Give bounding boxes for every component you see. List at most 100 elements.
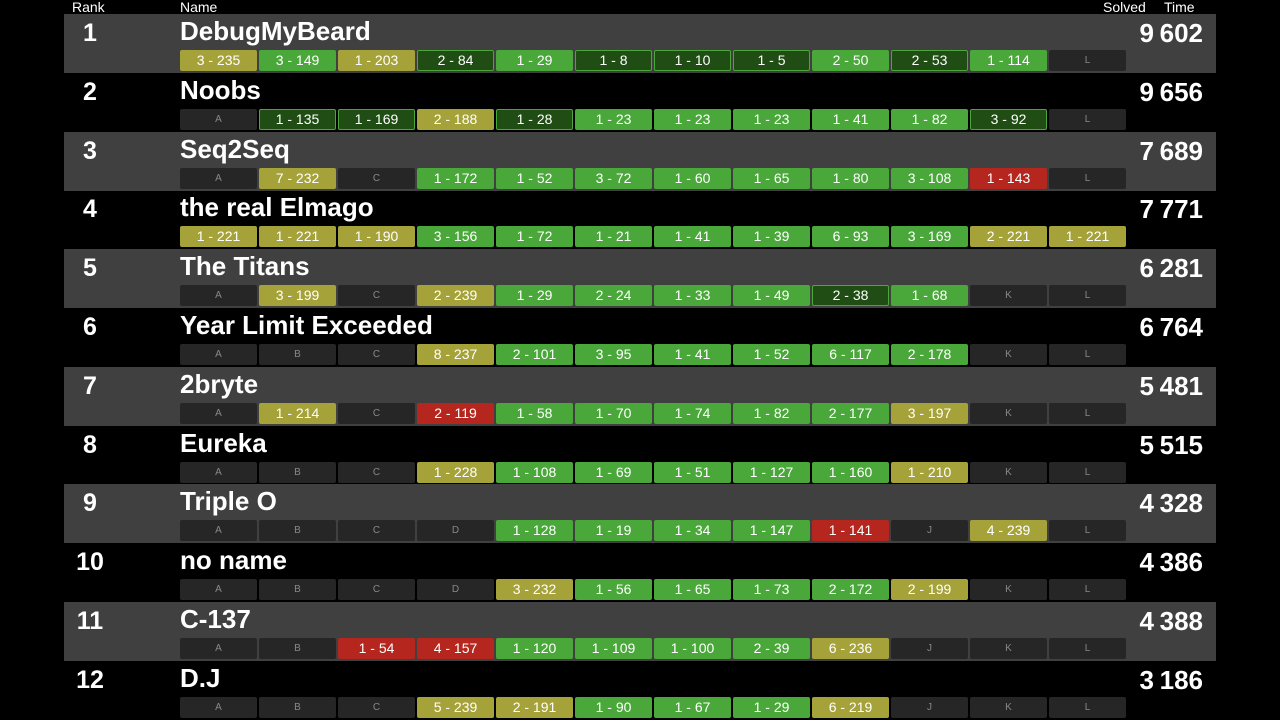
problem-cell-green: 1 - 73 [733, 579, 810, 601]
problem-cell-first: 1 - 5 [733, 50, 810, 71]
problem-cell-yellow: 3 - 199 [259, 285, 336, 307]
problem-cell-red: 1 - 143 [970, 167, 1047, 189]
problem-cell-yellow: 2 - 191 [496, 696, 573, 718]
problem-cell-empty: A [180, 520, 257, 542]
problem-cell-empty: D [417, 520, 494, 542]
problem-cell-green: 2 - 178 [891, 344, 968, 365]
problem-cell-empty: A [180, 461, 257, 483]
problem-cell-yellow: 3 - 197 [891, 402, 968, 424]
team-row: 2 Noobs 9 656 A 1 - 135 1 - 169 2 - 188 1 - 28 1 … [64, 73, 1216, 132]
problem-cell-green: 1 - 172 [417, 167, 494, 189]
problem-cell-green: 1 - 56 [575, 579, 652, 601]
team-name: The Titans [180, 251, 310, 282]
team-solved: 9 [1139, 18, 1154, 48]
problem-cell-yellow: 7 - 232 [259, 167, 336, 189]
team-solved: 7 [1139, 194, 1154, 225]
problem-cell-empty: C [338, 402, 415, 424]
problem-cell-empty: L [1049, 344, 1126, 365]
problem-cell-first: 1 - 28 [496, 108, 573, 130]
team-row: 5 The Titans 6 281 A 3 - 199 C 2 - 239 1 - 29 2 -… [64, 249, 1216, 309]
problem-cell-red: 2 - 119 [417, 402, 494, 424]
problem-cell-green: 6 - 117 [812, 344, 889, 365]
team-time: 689 [1159, 135, 1203, 166]
problem-cell-empty: A [180, 696, 257, 718]
team-time: 515 [1159, 429, 1203, 460]
problem-cell-empty: K [970, 285, 1047, 307]
team-row: 10 no name 4 386 A B C D 3 - 232 1 - 56 1 - 65 1 - … [64, 543, 1216, 602]
problem-cell-red: 1 - 141 [812, 520, 889, 542]
problem-cell-green: 2 - 50 [812, 50, 889, 71]
team-time: 481 [1159, 370, 1203, 401]
problem-cell-empty: B [259, 344, 336, 365]
team-solved: 4 [1139, 488, 1154, 519]
problem-cell-green: 1 - 65 [654, 579, 731, 601]
problem-cell-empty: B [259, 520, 336, 542]
problem-cell-green: 1 - 82 [733, 402, 810, 424]
problem-cell-green: 1 - 23 [733, 108, 810, 130]
team-row: 11 C-137 4 388 A B 1 - 54 4 - 157 1 - 120 1 - 109… [64, 602, 1216, 661]
team-name: C-137 [180, 604, 251, 634]
problem-cell-green: 1 - 68 [891, 285, 968, 307]
problem-cell-green: 1 - 23 [654, 108, 731, 130]
problem-cell-green: 1 - 147 [733, 520, 810, 542]
team-name: D.J [180, 662, 221, 693]
problem-cell-green: 1 - 49 [733, 285, 810, 307]
problem-cell-empty: K [970, 696, 1047, 718]
problem-cell-green: 1 - 128 [496, 520, 573, 542]
problem-cell-green: 1 - 65 [733, 167, 810, 189]
problem-cell-empty: A [180, 638, 257, 659]
team-rank: 6 [83, 313, 97, 341]
problem-cell-green: 2 - 172 [812, 579, 889, 601]
problem-cell-green: 1 - 100 [654, 638, 731, 659]
team-row: 3 Seq2Seq 7 689 A 7 - 232 C 1 - 172 1 - 52 3 - 72… [64, 131, 1216, 191]
team-row: 8 Eureka 5 515 A B C 1 - 228 1 - 108 1 - 69 1 - 51… [64, 426, 1216, 485]
team-rank: 11 [76, 607, 104, 635]
problem-cell-yellow: 6 - 236 [812, 638, 889, 659]
problem-cell-empty: A [180, 167, 257, 189]
problem-cell-green: 1 - 127 [733, 461, 810, 483]
problem-cell-green: 1 - 52 [496, 167, 573, 189]
team-rank: 7 [83, 371, 97, 400]
team-rank: 4 [83, 195, 97, 224]
problem-cell-green: 1 - 58 [496, 402, 573, 424]
problem-cell-green: 1 - 51 [654, 461, 731, 483]
problem-cell-first: 1 - 10 [654, 50, 731, 71]
problem-cell-empty: B [259, 461, 336, 483]
problem-cell-yellow: 8 - 237 [417, 344, 494, 365]
problem-cell-green: 1 - 19 [575, 520, 652, 542]
problem-cell-yellow: 3 - 235 [180, 50, 257, 71]
problem-cell-empty: L [1049, 285, 1126, 307]
problem-cell-empty: L [1049, 520, 1126, 542]
header-name: Name [180, 0, 218, 15]
problem-cell-empty: A [180, 579, 257, 601]
problem-cell-green: 3 - 108 [891, 167, 968, 189]
problem-cell-first: 3 - 92 [970, 108, 1047, 130]
problem-cell-empty: A [180, 344, 257, 365]
problem-cell-yellow: 4 - 239 [970, 520, 1047, 542]
team-time: 328 [1159, 488, 1203, 519]
team-name: Noobs [180, 74, 261, 105]
problem-cell-yellow: 2 - 221 [970, 226, 1047, 248]
team-name: 2bryte [180, 368, 259, 399]
problem-cell-green: 3 - 156 [417, 226, 494, 248]
team-solved: 5 [1139, 429, 1154, 460]
problem-cell-first: 2 - 38 [812, 285, 889, 307]
problem-cell-empty: C [338, 520, 415, 542]
problem-cell-first: 1 - 169 [338, 108, 415, 130]
problem-cell-empty: K [970, 579, 1047, 601]
problem-cell-green: 1 - 72 [496, 226, 573, 248]
problem-cell-empty: L [1049, 402, 1126, 424]
problem-cell-empty: L [1049, 461, 1126, 483]
team-solved: 9 [1139, 76, 1154, 107]
team-rank: 1 [83, 19, 97, 47]
problem-cell-green: 1 - 29 [496, 285, 573, 307]
team-rank: 9 [83, 489, 97, 518]
team-row: 12 D.J 3 186 A B C 5 - 239 2 - 191 1 - 90 1 - 67 1 … [64, 661, 1216, 720]
team-time: 771 [1159, 194, 1203, 225]
problem-cell-green: 1 - 41 [654, 226, 731, 248]
problem-cell-first: 1 - 8 [575, 50, 652, 71]
problem-cell-yellow: 1 - 221 [259, 226, 336, 248]
problem-cell-green: 3 - 72 [575, 167, 652, 189]
problem-cell-yellow: 5 - 239 [417, 696, 494, 718]
problem-cell-empty: L [1049, 696, 1126, 718]
